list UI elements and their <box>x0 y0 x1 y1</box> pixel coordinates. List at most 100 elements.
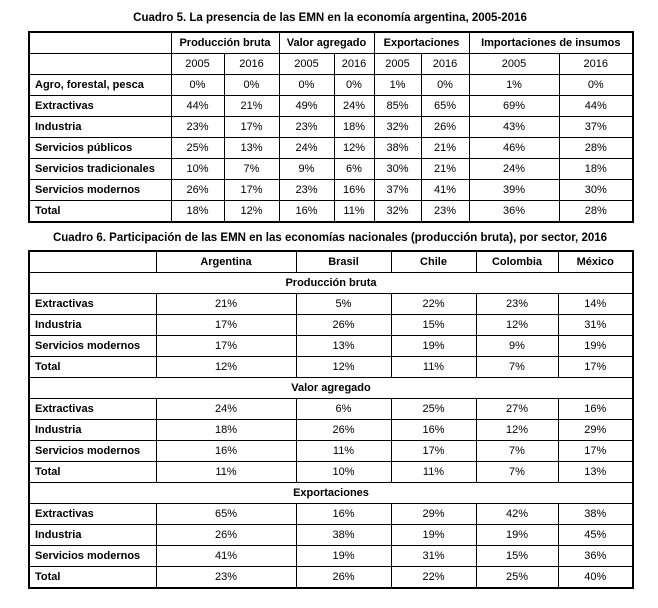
cuadro6-value-cell: 12% <box>155 356 297 378</box>
cuadro5-value-cell: 1% <box>373 74 422 96</box>
cuadro5-value-cell: 28% <box>558 200 634 223</box>
cuadro6-value-cell: 17% <box>557 440 634 462</box>
cuadro6-value-cell: 23% <box>155 566 297 589</box>
cuadro6-row-label: Industria <box>28 314 157 336</box>
cuadro6-value-cell: 10% <box>295 461 392 483</box>
cuadro5-value-cell: 23% <box>278 116 335 138</box>
cuadro6-value-cell: 19% <box>557 335 634 357</box>
cuadro5-value-cell: 0% <box>278 74 335 96</box>
cuadro5-value-cell: 21% <box>420 137 470 159</box>
cuadro5-data-row: Total 18% 12% 16% 11% 32% 23% 36% 28% <box>28 200 634 223</box>
cuadro6-row-label: Servicios modernos <box>28 545 157 567</box>
cuadro6-value-cell: 24% <box>155 398 297 420</box>
cuadro6-value-cell: 31% <box>390 545 477 567</box>
cuadro5-value-cell: 0% <box>170 74 225 96</box>
cuadro6-value-cell: 9% <box>475 335 559 357</box>
cuadro5-value-cell: 30% <box>558 179 634 201</box>
cuadro5-group-header: Importaciones de insumos <box>468 31 634 54</box>
cuadro6-row-label: Industria <box>28 419 157 441</box>
cuadro5-data-row: Industria 23% 17% 23% 18% 32% 26% 43% 37% <box>28 116 634 138</box>
cuadro5-value-cell: 69% <box>468 95 560 117</box>
cuadro5-value-cell: 10% <box>170 158 225 180</box>
cuadro5-value-cell: 12% <box>333 137 375 159</box>
cuadro6-row-label: Servicios modernos <box>28 440 157 462</box>
cuadro6-section-header-row: Valor agregado <box>28 377 634 399</box>
cuadro5-value-cell: 32% <box>373 116 422 138</box>
cuadro5-value-cell: 26% <box>420 116 470 138</box>
cuadro6-value-cell: 29% <box>390 503 477 525</box>
cuadro5-value-cell: 24% <box>333 95 375 117</box>
cuadro5-year-header: 2005 <box>278 53 335 75</box>
cuadro6-value-cell: 19% <box>390 524 477 546</box>
cuadro5-value-cell: 11% <box>333 200 375 223</box>
cuadro6-value-cell: 22% <box>390 293 477 315</box>
cuadro6-value-cell: 16% <box>390 419 477 441</box>
cuadro5-group-header: Exportaciones <box>373 31 470 54</box>
cuadro5-value-cell: 17% <box>223 116 280 138</box>
cuadro5-value-cell: 16% <box>278 200 335 223</box>
cuadro5-value-cell: 37% <box>373 179 422 201</box>
cuadro6-row-label: Total <box>28 566 157 589</box>
cuadro6-value-cell: 65% <box>155 503 297 525</box>
cuadro5-year-header: 2016 <box>333 53 375 75</box>
cuadro5-value-cell: 17% <box>223 179 280 201</box>
cuadro5-row-label: Extractivas <box>28 95 172 117</box>
cuadro5-corner-cell <box>28 53 172 75</box>
cuadro6-value-cell: 15% <box>475 545 559 567</box>
cuadro6-data-row: Industria 18% 26% 16% 12% 29% <box>28 419 634 441</box>
cuadro6-title: Cuadro 6. Participación de las EMN en la… <box>52 232 608 244</box>
cuadro6-value-cell: 38% <box>295 524 392 546</box>
cuadro5-value-cell: 36% <box>468 200 560 223</box>
cuadro5-value-cell: 46% <box>468 137 560 159</box>
cuadro6-section-header: Producción bruta <box>28 272 634 294</box>
cuadro5-year-header: 2005 <box>373 53 422 75</box>
cuadro6-row-label: Total <box>28 356 157 378</box>
cuadro6-value-cell: 13% <box>557 461 634 483</box>
cuadro5-value-cell: 0% <box>420 74 470 96</box>
cuadro6-value-cell: 5% <box>295 293 392 315</box>
cuadro5-data-row: Servicios tradicionales 10% 7% 9% 6% 30% 21% 24… <box>28 158 634 180</box>
cuadro5-value-cell: 16% <box>333 179 375 201</box>
cuadro5-value-cell: 7% <box>223 158 280 180</box>
cuadro6-section-header: Valor agregado <box>28 377 634 399</box>
cuadro5-title: Cuadro 5. La presencia de las EMN en la … <box>133 12 527 24</box>
cuadro6-country-header: Brasil <box>295 250 392 273</box>
cuadro6-value-cell: 11% <box>390 356 477 378</box>
cuadro5-value-cell: 21% <box>223 95 280 117</box>
cuadro6-country-header: Argentina <box>155 250 297 273</box>
cuadro6-value-cell: 18% <box>155 419 297 441</box>
cuadro6-value-cell: 13% <box>295 335 392 357</box>
cuadro5-value-cell: 9% <box>278 158 335 180</box>
cuadro6-value-cell: 17% <box>155 335 297 357</box>
cuadro6-value-cell: 15% <box>390 314 477 336</box>
cuadro6-row-label: Extractivas <box>28 293 157 315</box>
cuadro5-value-cell: 39% <box>468 179 560 201</box>
cuadro6-section-header: Exportaciones <box>28 482 634 504</box>
cuadro6-value-cell: 26% <box>295 566 392 589</box>
cuadro5-value-cell: 1% <box>468 74 560 96</box>
cuadro6-value-cell: 11% <box>155 461 297 483</box>
cuadro6-data-row: Servicios modernos 17% 13% 19% 9% 19% <box>28 335 634 357</box>
cuadro5-row-label: Agro, forestal, pesca <box>28 74 172 96</box>
cuadro5-value-cell: 25% <box>170 137 225 159</box>
cuadro5-corner-cell <box>28 31 172 54</box>
cuadro6-data-row: Industria 17% 26% 15% 12% 31% <box>28 314 634 336</box>
cuadro5-value-cell: 23% <box>278 179 335 201</box>
cuadro6-value-cell: 26% <box>155 524 297 546</box>
cuadro5-group-header: Producción bruta <box>170 31 280 54</box>
cuadro5-group-header: Valor agregado <box>278 31 375 54</box>
cuadro5-year-header: 2016 <box>558 53 634 75</box>
cuadro6-value-cell: 25% <box>390 398 477 420</box>
cuadro5-row-label: Servicios públicos <box>28 137 172 159</box>
cuadro6-value-cell: 26% <box>295 314 392 336</box>
cuadro6-row-label: Extractivas <box>28 503 157 525</box>
cuadro6-value-cell: 23% <box>475 293 559 315</box>
cuadro6-value-cell: 12% <box>475 314 559 336</box>
cuadro5-value-cell: 38% <box>373 137 422 159</box>
cuadro6-value-cell: 6% <box>295 398 392 420</box>
cuadro6-value-cell: 42% <box>475 503 559 525</box>
cuadro5-value-cell: 26% <box>170 179 225 201</box>
cuadro6-data-row: Extractivas 21% 5% 22% 23% 14% <box>28 293 634 315</box>
cuadro5-value-cell: 49% <box>278 95 335 117</box>
cuadro6-data-row: Total 23% 26% 22% 25% 40% <box>28 566 634 589</box>
